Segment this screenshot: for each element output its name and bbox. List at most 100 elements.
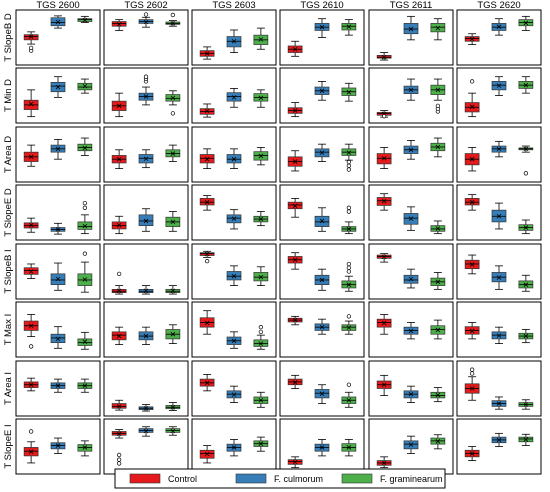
mean-marker <box>346 397 352 403</box>
mean-marker <box>319 24 325 30</box>
box-control <box>376 110 392 119</box>
box-control <box>23 217 39 233</box>
outlier-point <box>82 200 88 206</box>
box-f-graminearum <box>430 319 446 340</box>
box-control <box>199 103 215 118</box>
mean-marker <box>408 442 414 447</box>
panel-5-7 <box>456 418 542 475</box>
box-control <box>23 31 39 53</box>
box-f-graminearum <box>430 220 446 235</box>
legend-entry: F. culmorum <box>235 473 323 484</box>
panel-3-1 <box>279 67 365 124</box>
mean-marker <box>143 156 149 162</box>
box-f-culmorum <box>403 206 419 231</box>
outlier-point <box>346 261 352 267</box>
box-f-graminearum <box>341 382 357 408</box>
box-control <box>376 147 392 170</box>
mean-marker <box>82 17 88 23</box>
box-f-graminearum <box>253 436 269 452</box>
mean-marker <box>408 276 414 282</box>
mean-marker <box>55 227 61 232</box>
mean-marker <box>469 199 475 205</box>
mean-marker <box>116 431 122 437</box>
box-f-graminearum <box>518 15 534 31</box>
box-control <box>287 197 303 218</box>
box-f-culmorum <box>314 318 330 335</box>
mean-marker <box>204 156 210 162</box>
mean-marker <box>28 154 34 160</box>
box-f-culmorum <box>226 265 242 287</box>
legend-swatch <box>129 473 161 484</box>
panel-3-2 <box>279 126 365 183</box>
panel-4-3 <box>368 184 454 241</box>
mean-marker <box>170 428 176 434</box>
mean-marker <box>469 328 475 334</box>
box-control <box>23 429 39 464</box>
column-title: TGS 2600 <box>36 0 79 11</box>
mean-marker <box>143 288 149 294</box>
box-f-graminearum <box>341 314 357 335</box>
box-body <box>138 214 154 227</box>
panel-0-7 <box>15 418 101 475</box>
panel-3-4 <box>279 243 365 300</box>
panel-1-1 <box>103 67 189 124</box>
outlier-point <box>346 209 352 214</box>
mean-marker <box>258 95 264 101</box>
box-f-graminearum <box>77 200 93 235</box>
mean-marker <box>292 108 298 113</box>
mean-marker <box>204 451 210 457</box>
box-f-graminearum <box>518 329 534 344</box>
mean-marker <box>292 159 298 164</box>
box-control <box>111 149 127 170</box>
outlier-point <box>346 163 352 168</box>
mean-marker <box>469 36 475 42</box>
mean-marker <box>435 25 441 31</box>
panel-4-6 <box>368 360 454 417</box>
mean-marker <box>346 150 352 155</box>
box-control <box>199 148 215 170</box>
mean-marker <box>82 223 88 229</box>
box-f-culmorum <box>491 396 507 410</box>
mean-marker <box>143 428 149 434</box>
box-f-culmorum <box>50 326 66 349</box>
mean-marker <box>258 37 264 42</box>
box-control <box>376 52 392 61</box>
panel-0-1 <box>15 67 101 124</box>
outlier-point <box>435 103 441 108</box>
box-f-graminearum <box>77 378 93 393</box>
box-control <box>464 147 480 172</box>
mean-marker <box>258 397 264 403</box>
mean-marker <box>204 251 210 257</box>
mean-marker <box>143 94 149 99</box>
box-f-culmorum <box>138 149 154 169</box>
legend-label: F. culmorum <box>274 474 323 484</box>
mean-marker <box>143 405 149 411</box>
mean-marker <box>170 151 176 156</box>
mean-marker <box>231 216 237 221</box>
box-control <box>464 33 480 45</box>
mean-marker <box>258 341 264 346</box>
mean-marker <box>319 445 325 450</box>
panel-4-7 <box>368 418 454 475</box>
box-f-culmorum <box>138 404 154 412</box>
box-f-culmorum <box>314 81 330 101</box>
box-control <box>111 19 127 31</box>
mean-marker <box>435 327 441 333</box>
box-control <box>199 195 215 211</box>
box-f-graminearum <box>253 211 269 227</box>
box-f-culmorum <box>314 268 330 291</box>
outlier-point <box>170 111 176 116</box>
box-f-graminearum <box>253 147 269 166</box>
mean-marker <box>319 324 325 330</box>
box-f-graminearum <box>518 145 534 176</box>
legend-swatch <box>235 473 267 484</box>
mean-marker <box>231 38 237 44</box>
box-f-culmorum <box>491 76 507 96</box>
box-control <box>464 79 480 118</box>
outlier-point <box>143 12 149 17</box>
mean-marker <box>170 331 176 337</box>
mean-marker <box>381 460 387 466</box>
outlier-point <box>28 429 34 434</box>
mean-marker <box>496 83 502 88</box>
outlier-point <box>170 12 176 18</box>
